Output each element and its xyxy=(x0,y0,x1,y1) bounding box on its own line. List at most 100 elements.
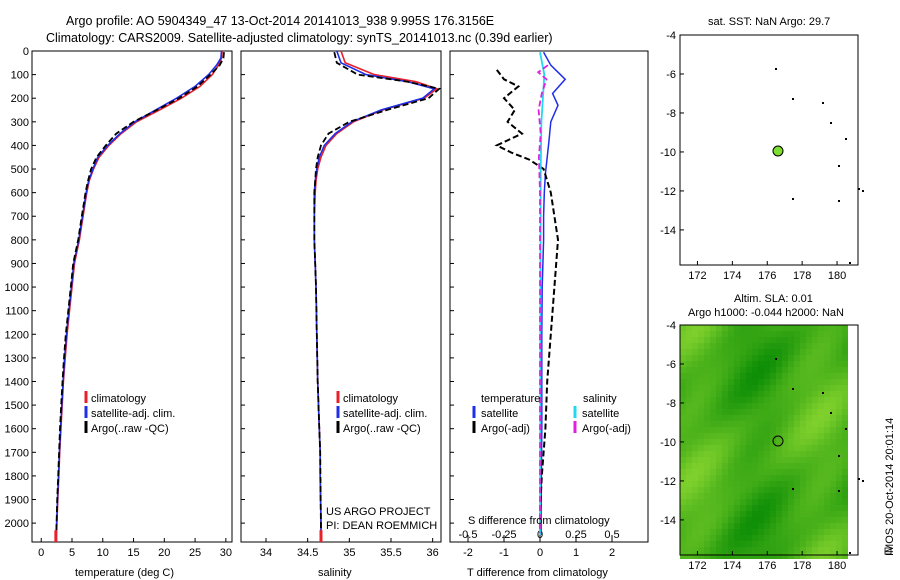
sla-cell xyxy=(758,337,764,343)
sla-cell xyxy=(704,331,710,337)
sla-cell xyxy=(680,433,686,439)
sla-cell xyxy=(830,523,836,529)
sla-cell xyxy=(776,379,782,385)
sla-cell xyxy=(812,487,818,493)
sla-cell xyxy=(800,475,806,481)
imos-logo-icon xyxy=(884,547,892,555)
sla-cell xyxy=(770,367,776,373)
sla-cell xyxy=(698,325,704,331)
lat-tick-label: -8 xyxy=(666,398,676,410)
x-tick-label: 36 xyxy=(427,547,439,559)
sla-cell xyxy=(710,325,716,331)
lat-tick-label: -6 xyxy=(666,69,676,81)
sla-cell xyxy=(752,505,758,511)
sla-cell xyxy=(698,397,704,403)
sla-cell xyxy=(836,433,842,439)
sla-cell xyxy=(776,481,782,487)
depth-tick-label: 1700 xyxy=(5,447,29,459)
sla-cell xyxy=(758,325,764,331)
sla-cell xyxy=(764,349,770,355)
sla-cell xyxy=(752,349,758,355)
sla-cell xyxy=(740,403,746,409)
sla-cell xyxy=(788,505,794,511)
depth-tick-label: 600 xyxy=(11,188,29,200)
sla-cell xyxy=(686,325,692,331)
sla-cell xyxy=(812,397,818,403)
sla-cell xyxy=(800,553,806,559)
sla-cell xyxy=(788,427,794,433)
sla-cell xyxy=(740,535,746,541)
sla-cell xyxy=(722,553,728,559)
sla-cell xyxy=(704,403,710,409)
sla-cell xyxy=(704,367,710,373)
sla-cell xyxy=(704,451,710,457)
sla-cell xyxy=(770,331,776,337)
difference-s-ticks: -0.5 -0.25 0 0.25 0.5 xyxy=(459,529,620,542)
sla-cell xyxy=(722,367,728,373)
sla-cell xyxy=(770,547,776,553)
sla-cell xyxy=(764,511,770,517)
sla-cell xyxy=(806,517,812,523)
sla-cell xyxy=(698,499,704,505)
island-dot xyxy=(792,198,794,200)
sla-cell xyxy=(782,361,788,367)
sla-cell xyxy=(710,517,716,523)
sla-cell xyxy=(776,463,782,469)
sla-cell xyxy=(746,445,752,451)
sla-cell xyxy=(698,403,704,409)
sla-cell xyxy=(716,361,722,367)
sla-cell xyxy=(764,337,770,343)
sla-cell xyxy=(734,457,740,463)
sla-cell xyxy=(764,385,770,391)
sla-cell xyxy=(704,409,710,415)
sla-cell xyxy=(812,373,818,379)
sla-cell xyxy=(740,427,746,433)
sla-cell xyxy=(812,547,818,553)
sla-cell xyxy=(788,325,794,331)
sla-cell xyxy=(686,445,692,451)
sla-cell xyxy=(824,343,830,349)
sla-cell xyxy=(704,487,710,493)
sla-cell xyxy=(710,541,716,547)
x-tick-label: -1 xyxy=(499,547,509,559)
sla-cell xyxy=(776,403,782,409)
sla-cell xyxy=(752,547,758,553)
sla-cell xyxy=(728,547,734,553)
sla-cell xyxy=(842,505,848,511)
sla-cell xyxy=(842,385,848,391)
sla-cell xyxy=(698,379,704,385)
sla-cell xyxy=(680,547,686,553)
sla-cell xyxy=(746,397,752,403)
sla-cell xyxy=(764,517,770,523)
sla-cell xyxy=(806,325,812,331)
sla-cell xyxy=(842,397,848,403)
sla-cell xyxy=(752,511,758,517)
sla-cell xyxy=(806,433,812,439)
sla-cell xyxy=(758,547,764,553)
sla-cell xyxy=(806,481,812,487)
sla-cell xyxy=(686,553,692,559)
sla-cell xyxy=(680,325,686,331)
sla-cell xyxy=(782,523,788,529)
sla-cell xyxy=(764,439,770,445)
sla-cell xyxy=(710,379,716,385)
sla-cell xyxy=(806,337,812,343)
sla-cell xyxy=(698,385,704,391)
sla-cell xyxy=(692,397,698,403)
sla-cell xyxy=(758,385,764,391)
sla-cell xyxy=(758,451,764,457)
sla-cell xyxy=(716,421,722,427)
sla-cell xyxy=(734,367,740,373)
sla-cell xyxy=(740,385,746,391)
sla-cell xyxy=(770,403,776,409)
sla-cell xyxy=(764,469,770,475)
sla-cell xyxy=(782,451,788,457)
sla-cell xyxy=(740,517,746,523)
sla-cell xyxy=(728,445,734,451)
sla-cell xyxy=(734,355,740,361)
sla-cell xyxy=(782,547,788,553)
sla-cell xyxy=(794,541,800,547)
sla-cell xyxy=(722,493,728,499)
sla-cell xyxy=(698,517,704,523)
sla-cell xyxy=(704,355,710,361)
